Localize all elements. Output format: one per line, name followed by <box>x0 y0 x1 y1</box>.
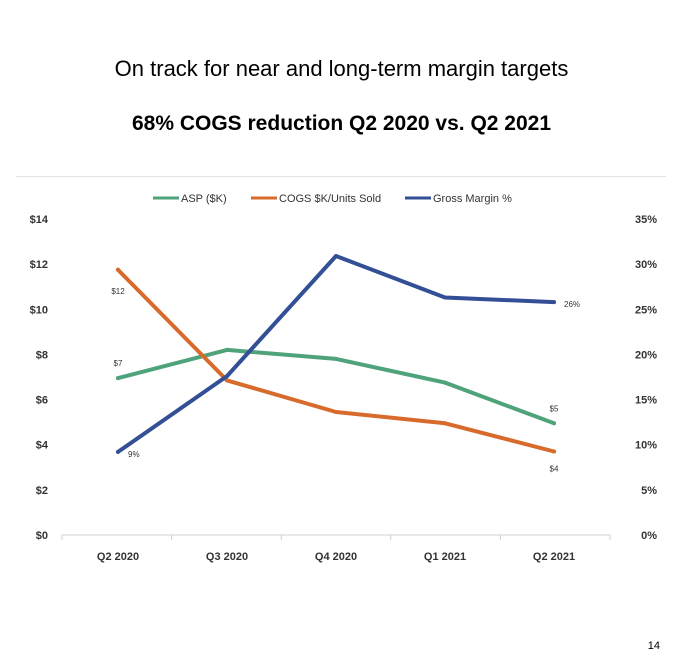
y-right-tick-label: 25% <box>635 304 657 316</box>
data-point-gross-margin <box>552 300 556 305</box>
y-left-tick-label: $8 <box>36 349 48 361</box>
y-right-tick-label: 5% <box>641 485 657 497</box>
data-label-cogs-k-units-sold: $12 <box>111 287 125 296</box>
page-number: 14 <box>647 640 660 652</box>
data-point-cogs-k-units-sold <box>225 378 229 383</box>
y-right-tick-label: 35% <box>635 214 657 226</box>
legend-entry: COGS $K/Units Sold <box>251 193 381 205</box>
data-point-gross-margin <box>116 449 120 454</box>
slide-subtitle: 68% COGS reduction Q2 2020 vs. Q2 2021 <box>131 112 552 135</box>
y-right-tick-label: 15% <box>635 395 657 407</box>
data-label-asp-k: $7 <box>114 359 123 368</box>
legend-label: COGS $K/Units Sold <box>279 193 381 205</box>
data-label-gross-margin: 26% <box>564 300 580 309</box>
y-left-tick-label: $4 <box>36 440 49 452</box>
x-tick-label: Q3 2020 <box>206 551 248 563</box>
data-label-cogs-k-units-sold: $4 <box>550 464 559 473</box>
data-point-cogs-k-units-sold <box>334 410 338 414</box>
x-tick-label: Q4 2020 <box>315 551 357 563</box>
data-point-cogs-k-units-sold <box>443 421 447 426</box>
y-left-tick-label: $2 <box>36 485 48 497</box>
slide-title: On track for near and long-term margin t… <box>114 56 569 81</box>
chart-legend: ASP ($K) COGS $K/Units Sold Gross Margin % <box>153 193 512 205</box>
y-left-tick-label: $0 <box>36 530 48 542</box>
data-point-cogs-k-units-sold <box>116 267 120 272</box>
chart-series <box>116 254 556 454</box>
data-point-asp-k <box>116 376 120 381</box>
data-point-asp-k <box>225 347 229 352</box>
y-right-tick-label: 20% <box>635 349 657 361</box>
series-line-gross-margin <box>116 254 556 454</box>
data-point-asp-k <box>334 356 338 361</box>
y-left-tick-label: $10 <box>30 304 48 316</box>
line-chart: ASP ($K) COGS $K/Units Sold Gross Margin %… <box>30 193 658 563</box>
y-right-tick-label: 30% <box>635 259 657 271</box>
data-point-gross-margin <box>225 374 229 379</box>
data-point-gross-margin <box>334 254 338 258</box>
chart-axes: Q2 2020 Q3 2020 Q4 2020 Q1 2021 Q2 2021 $0 $2 $… <box>30 214 658 563</box>
legend-entry: Gross Margin % <box>405 193 512 205</box>
x-tick-label: Q1 2021 <box>424 551 466 563</box>
data-point-asp-k <box>443 380 447 385</box>
y-right-tick-label: 10% <box>635 440 657 452</box>
data-label-asp-k: $5 <box>550 404 559 413</box>
data-point-asp-k <box>552 421 556 426</box>
y-left-tick-label: $6 <box>36 395 48 407</box>
data-point-cogs-k-units-sold <box>552 449 556 454</box>
y-left-tick-label: $14 <box>30 214 49 226</box>
x-tick-label: Q2 2021 <box>533 551 575 563</box>
divider-line <box>16 176 666 177</box>
x-tick-label: Q2 2020 <box>97 551 139 563</box>
chart-data-labels: $7 $5 $12 $4 9% 26% <box>111 287 580 474</box>
data-point-gross-margin <box>443 295 447 300</box>
y-left-tick-label: $12 <box>30 259 48 271</box>
legend-entry: ASP ($K) <box>153 193 227 205</box>
legend-label: Gross Margin % <box>433 193 512 205</box>
y-right-tick-label: 0% <box>641 530 657 542</box>
data-label-gross-margin: 9% <box>128 450 140 459</box>
legend-label: ASP ($K) <box>181 193 227 205</box>
